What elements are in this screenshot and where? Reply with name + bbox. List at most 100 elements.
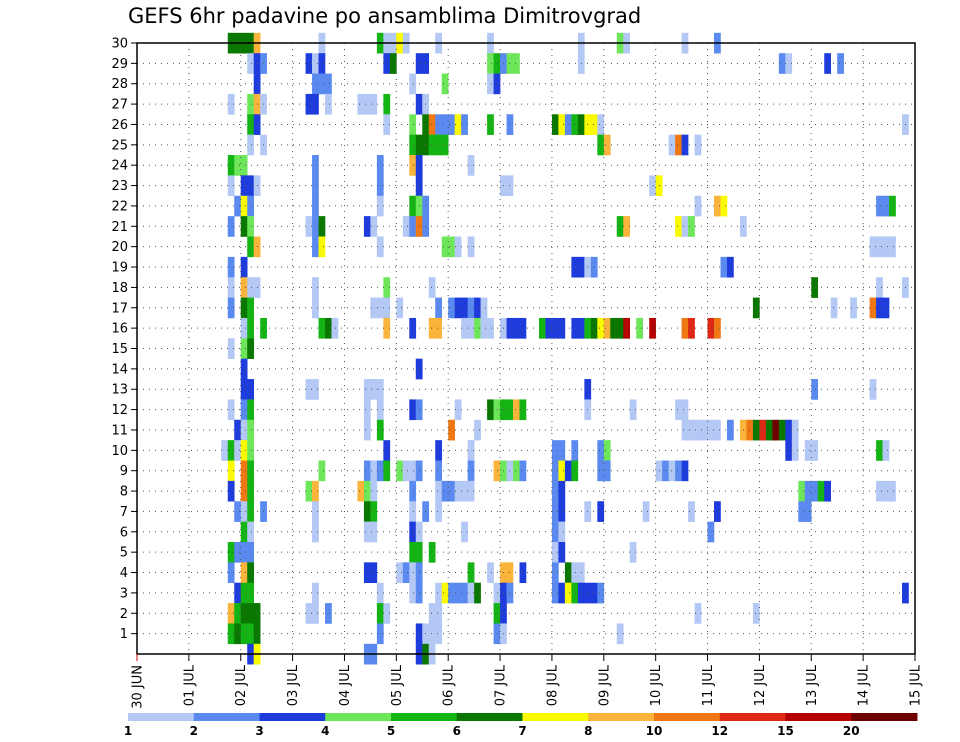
heatmap-cell	[383, 297, 391, 319]
y-tick-label: 16	[111, 322, 128, 337]
y-axis: 1234567891011121314151617181920212223242…	[111, 37, 137, 642]
x-tick-label: 01 JUL	[182, 664, 197, 706]
heatmap-cell	[850, 297, 857, 319]
heatmap-cell	[247, 114, 254, 135]
heatmap-cell	[610, 317, 618, 339]
heatmap-cell	[240, 623, 248, 645]
heatmap-cell	[227, 216, 235, 237]
heatmap-cell	[551, 440, 559, 461]
heatmap-cell	[675, 134, 682, 156]
y-tick-label: 17	[111, 301, 128, 316]
heatmap-cell	[376, 155, 384, 176]
heatmap-cell	[876, 480, 883, 502]
heatmap-cell	[785, 53, 793, 74]
x-tick-label: 10 JUL	[649, 664, 664, 706]
heatmap-cell	[305, 379, 313, 400]
heatmap-cell	[837, 53, 844, 74]
heatmap-cell	[240, 317, 248, 339]
heatmap-cell	[227, 399, 235, 421]
heatmap-cell	[240, 460, 248, 482]
heatmap-cell	[240, 480, 248, 502]
legend-label: 7	[518, 724, 526, 738]
y-tick-label: 1	[120, 627, 128, 642]
heatmap-cell	[558, 582, 566, 604]
heatmap-cell	[363, 562, 371, 584]
heatmap-cell	[363, 379, 371, 400]
heatmap-cell	[240, 358, 248, 380]
heatmap-cell	[785, 440, 793, 461]
heatmap-cell	[551, 521, 559, 543]
heatmap-cell	[240, 155, 248, 176]
heatmap-cell	[227, 277, 235, 298]
heatmap-cell	[409, 480, 417, 502]
heatmap-cell	[227, 603, 235, 624]
heatmap-cell	[558, 501, 566, 522]
heatmap-cell	[234, 623, 242, 645]
heatmap-cell	[383, 114, 391, 135]
heatmap-cell	[707, 317, 715, 339]
heatmap-cell	[765, 419, 773, 441]
legend-swatch	[522, 713, 589, 721]
heatmap-cell	[318, 460, 326, 482]
heatmap-cell	[428, 541, 436, 563]
y-tick-label: 22	[111, 199, 128, 214]
heatmap-cell	[487, 562, 494, 584]
heatmap-cell	[487, 114, 494, 135]
heatmap-cell	[487, 73, 494, 95]
heatmap-cell	[467, 582, 475, 604]
heatmap-cell	[305, 216, 313, 237]
heatmap-cell	[551, 460, 559, 482]
heatmap-cell	[558, 460, 566, 482]
heatmap-cell	[376, 582, 384, 604]
heatmap-cell	[461, 480, 468, 502]
legend-label: 8	[584, 724, 592, 738]
heatmap-cell	[603, 460, 611, 482]
heatmap-cell	[564, 562, 572, 584]
heatmap-cell	[370, 379, 378, 400]
heatmap-cell	[240, 541, 248, 563]
heatmap-cell	[519, 562, 527, 584]
heatmap-cell	[649, 317, 656, 339]
heatmap-cell	[876, 297, 883, 319]
heatmap-cell	[428, 623, 436, 645]
y-tick-label: 11	[111, 423, 128, 438]
heatmap-cell	[370, 460, 378, 482]
heatmap-cell	[467, 155, 475, 176]
heatmap-cell	[363, 521, 371, 543]
heatmap-cell	[558, 317, 566, 339]
heatmap-cell	[882, 195, 890, 217]
heatmap-cell	[383, 603, 391, 624]
heatmap-cell	[227, 480, 235, 502]
heatmap-cell	[467, 440, 475, 461]
heatmap-cell	[428, 277, 436, 298]
heatmap-cell	[227, 338, 235, 359]
heatmap-cell	[513, 317, 520, 339]
heatmap-cell	[467, 562, 475, 584]
heatmap-cell	[227, 256, 235, 278]
heatmap-cell	[558, 541, 566, 563]
heatmap-cell	[629, 541, 637, 563]
heatmap-cell	[571, 440, 579, 461]
heatmap-cell	[597, 440, 605, 461]
heatmap-cell	[720, 195, 728, 217]
x-tick-label: 03 JUL	[286, 664, 301, 706]
heatmap-cell	[649, 175, 656, 197]
heatmap-cell	[493, 73, 501, 95]
heatmap-cell	[688, 501, 695, 522]
heatmap-cell	[318, 53, 326, 74]
heatmap-cell	[318, 216, 326, 237]
y-tick-label: 25	[111, 138, 128, 153]
heatmap-cell	[882, 480, 890, 502]
heatmap-cell	[564, 460, 572, 482]
heatmap-cell	[240, 379, 248, 400]
heatmap-cell	[240, 419, 248, 441]
heatmap-cell	[409, 501, 417, 522]
heatmap-cell	[247, 501, 254, 522]
heatmap-cell	[474, 317, 481, 339]
legend-label: 4	[321, 724, 329, 738]
heatmap-cell	[312, 603, 319, 624]
heatmap-cell	[428, 134, 436, 156]
heatmap-cell	[409, 73, 417, 95]
heatmap-cell	[396, 460, 404, 482]
heatmap-cell	[409, 460, 417, 482]
